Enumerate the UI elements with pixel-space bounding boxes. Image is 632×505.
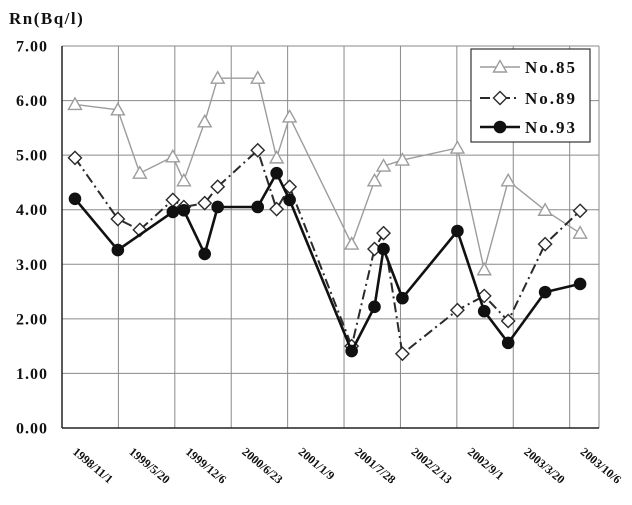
legend-item-no89: No.89 [480, 89, 577, 108]
no93-data-point [573, 277, 587, 291]
no93-data-point [198, 247, 212, 261]
x-tick-label: 2001/7/28 [352, 445, 398, 487]
no85-data-point [537, 202, 553, 216]
legend-marker-no89 [492, 90, 508, 106]
no93-data-point [211, 200, 224, 214]
no85-data-point [366, 172, 383, 187]
legend-marker-no93 [493, 120, 507, 134]
no85-data-point [250, 70, 266, 84]
y-tick-label: 6.00 [16, 93, 48, 110]
no93-data-point [501, 336, 515, 350]
no93-data-point [377, 242, 390, 256]
no85-data-point [67, 96, 83, 111]
x-tick-label: 1998/11/1 [70, 445, 116, 487]
no85-data-point [500, 172, 516, 187]
x-tick-label: 2002/2/13 [409, 445, 455, 487]
no93-data-point [368, 300, 381, 314]
no89-data-point [210, 179, 226, 195]
no85-data-point [394, 152, 411, 166]
no93-data-point [111, 243, 125, 257]
y-tick-label: 7.00 [16, 39, 48, 56]
y-tick-label: 5.00 [16, 148, 48, 165]
no85-data-point [110, 101, 126, 116]
legend-marker-no85 [492, 59, 508, 73]
no89-data-point [269, 201, 285, 217]
no93-data-point [177, 203, 191, 217]
legend-item-no93: No.93 [480, 118, 577, 137]
legend: No.85 No.89 No.93 [470, 48, 591, 143]
no89-data-point [250, 142, 266, 158]
no93-data-point [345, 344, 358, 358]
legend-item-no85: No.85 [480, 58, 577, 77]
no85-data-point [209, 70, 226, 84]
x-tick-label: 2002/9/1 [465, 445, 507, 483]
x-tick-label: 1999/5/20 [126, 445, 172, 487]
no85-data-point [572, 225, 588, 239]
legend-label-no93: No.93 [525, 118, 577, 137]
no89-data-point [165, 192, 181, 208]
no89-data-point [67, 150, 83, 166]
series-no85 [67, 70, 588, 276]
no89-data-point [282, 179, 298, 195]
legend-label-no85: No.85 [525, 58, 577, 77]
no93-data-point [477, 304, 491, 318]
x-tick-label: 2001/1/9 [296, 445, 338, 483]
x-tick-label: 2000/6/23 [239, 445, 285, 487]
no93-data-point [283, 193, 296, 207]
series-no93 [68, 166, 587, 358]
no93-data-point [251, 200, 265, 214]
y-tick-label: 4.00 [16, 202, 48, 219]
no85-data-point [197, 113, 213, 128]
no85-data-point [281, 109, 298, 123]
no85-data-point [476, 261, 492, 276]
no85-data-point [165, 148, 181, 163]
no93-data-point [396, 291, 409, 305]
no85-data-point [268, 149, 285, 164]
series-no89 [67, 142, 588, 362]
no89-data-point [110, 211, 126, 227]
no89-data-point [394, 346, 410, 362]
y-tick-labels: 0.00 1.00 2.00 3.00 4.00 5.00 6.00 7.00 [16, 39, 48, 438]
no93-data-point [68, 192, 82, 206]
y-tick-label: 3.00 [16, 257, 48, 274]
x-tick-label: 1999/12/6 [183, 445, 229, 487]
no89-data-point [449, 302, 465, 318]
no85-data-point [343, 236, 360, 250]
no89-data-point [572, 203, 588, 219]
no89-data-point [376, 225, 392, 241]
y-tick-label: 0.00 [16, 421, 48, 438]
plot-series [67, 70, 588, 362]
no89-data-point [500, 313, 516, 329]
x-tick-labels: 1998/11/1 1999/5/20 1999/12/6 2000/6/23 2001… [70, 445, 624, 487]
axes [61, 46, 600, 429]
legend-label-no89: No.89 [525, 89, 577, 108]
x-tick-label: 2003/10/6 [578, 445, 624, 487]
no85-data-point [449, 140, 466, 154]
no93-data-point [166, 205, 180, 219]
y-axis-title: Rn(Bq/l) [9, 9, 84, 28]
no93-data-point [451, 224, 464, 238]
y-tick-label: 2.00 [16, 311, 48, 328]
no93-data-point [270, 166, 283, 180]
no89-data-point [197, 195, 213, 211]
no89-data-point [537, 236, 553, 252]
no85-data-point [375, 158, 392, 172]
no85-data-point [132, 165, 148, 179]
x-tick-label: 2003/3/20 [521, 445, 567, 487]
no85-data-point [176, 172, 192, 187]
y-tick-label: 1.00 [16, 366, 48, 383]
no93-data-point [538, 285, 552, 299]
